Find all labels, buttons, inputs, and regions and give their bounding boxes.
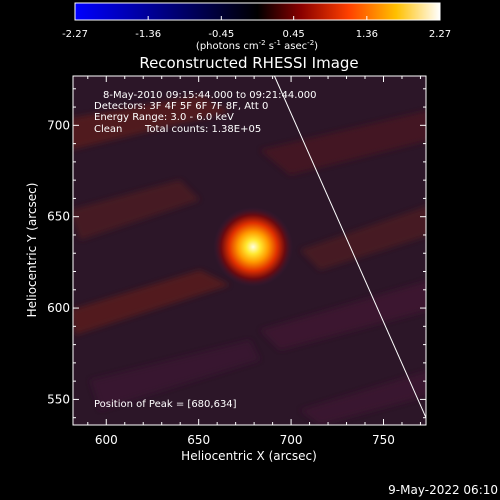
- info-peak: Position of Peak = [680,634]: [94, 399, 237, 410]
- colorbar: [74, 2, 441, 21]
- info-time-range: 8-May-2010 09:15:44.000 to 09:21:44.000: [103, 90, 316, 101]
- solar-limb-line: [273, 76, 426, 418]
- colorbar-tick-label: 1.36: [356, 29, 378, 40]
- colorbar-tick-label: 0.45: [283, 29, 305, 40]
- x-tick-label: 750: [372, 433, 395, 447]
- y-axis-ticks: [73, 88, 426, 419]
- y-tick-label: 650: [47, 210, 70, 224]
- x-axis-ticks: [87, 76, 421, 425]
- colorbar-unit: (photons cm-2 s-1 asec-2): [196, 39, 318, 52]
- colorbar-tick-label: 2.27: [429, 29, 451, 40]
- colorbar-ticks: [74, 16, 441, 20]
- colorbar-tick-label: -2.27: [62, 29, 88, 40]
- plot-frame: [72, 75, 427, 426]
- info-method: Clean: [94, 124, 122, 135]
- x-tick-label: 600: [95, 433, 118, 447]
- y-axis-tick-labels: 550 600 650 700: [47, 118, 70, 406]
- colorbar-tick-labels: -2.27 -1.36 -0.45 0.45 1.36 2.27: [62, 29, 451, 40]
- x-axis-label: Heliocentric X (arcsec): [181, 449, 317, 463]
- y-axis-label: Heliocentric Y (arcsec): [25, 183, 39, 318]
- image-area: [73, 76, 426, 425]
- footer-timestamp: 9-May-2022 06:10: [388, 483, 498, 497]
- y-tick-label: 550: [47, 392, 70, 406]
- info-counts: Total counts: 1.38E+05: [144, 124, 261, 135]
- y-tick-label: 700: [47, 118, 70, 132]
- x-tick-label: 700: [280, 433, 303, 447]
- info-energy: Energy Range: 3.0 - 6.0 keV: [94, 112, 234, 123]
- x-axis-tick-labels: 600 650 700 750: [95, 433, 395, 447]
- colorbar-tick-label: -1.36: [135, 29, 161, 40]
- background-streaks: [73, 95, 426, 425]
- info-detectors: Detectors: 3F 4F 5F 6F 7F 8F, Att 0: [94, 101, 268, 112]
- emission-source: [213, 206, 294, 287]
- y-tick-label: 600: [47, 301, 70, 315]
- x-tick-label: 650: [187, 433, 210, 447]
- colorbar-tick-label: -0.45: [208, 29, 234, 40]
- chart-title: Reconstructed RHESSI Image: [139, 54, 358, 72]
